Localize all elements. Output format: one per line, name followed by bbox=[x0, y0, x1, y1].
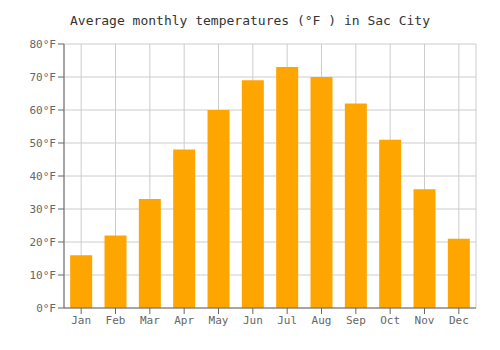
svg-text:Mar: Mar bbox=[140, 314, 160, 327]
svg-text:May: May bbox=[209, 314, 229, 327]
svg-text:Jun: Jun bbox=[243, 314, 263, 327]
svg-text:Oct: Oct bbox=[380, 314, 400, 327]
svg-text:Nov: Nov bbox=[415, 314, 435, 327]
svg-text:0°F: 0°F bbox=[36, 302, 56, 315]
svg-text:Jan: Jan bbox=[71, 314, 91, 327]
svg-text:Feb: Feb bbox=[106, 314, 126, 327]
svg-text:Jul: Jul bbox=[277, 314, 297, 327]
svg-text:20°F: 20°F bbox=[30, 236, 57, 249]
svg-text:70°F: 70°F bbox=[30, 71, 57, 84]
html-text:Average monthly temperatures (: Average monthly temperatures (°F ) in Sa… bbox=[70, 13, 430, 28]
svg-text:Dec: Dec bbox=[449, 314, 469, 327]
svg-text:40°F: 40°F bbox=[30, 170, 57, 183]
svg-text:30°F: 30°F bbox=[30, 203, 57, 216]
svg-text:10°F: 10°F bbox=[30, 269, 57, 282]
svg-text:Apr: Apr bbox=[174, 314, 194, 327]
svg-text:60°F: 60°F bbox=[30, 104, 57, 117]
svg-text:50°F: 50°F bbox=[30, 137, 57, 150]
svg-text:80°F: 80°F bbox=[30, 38, 57, 51]
svg-text:Sep: Sep bbox=[346, 314, 366, 327]
svg-text:Aug: Aug bbox=[312, 314, 332, 327]
